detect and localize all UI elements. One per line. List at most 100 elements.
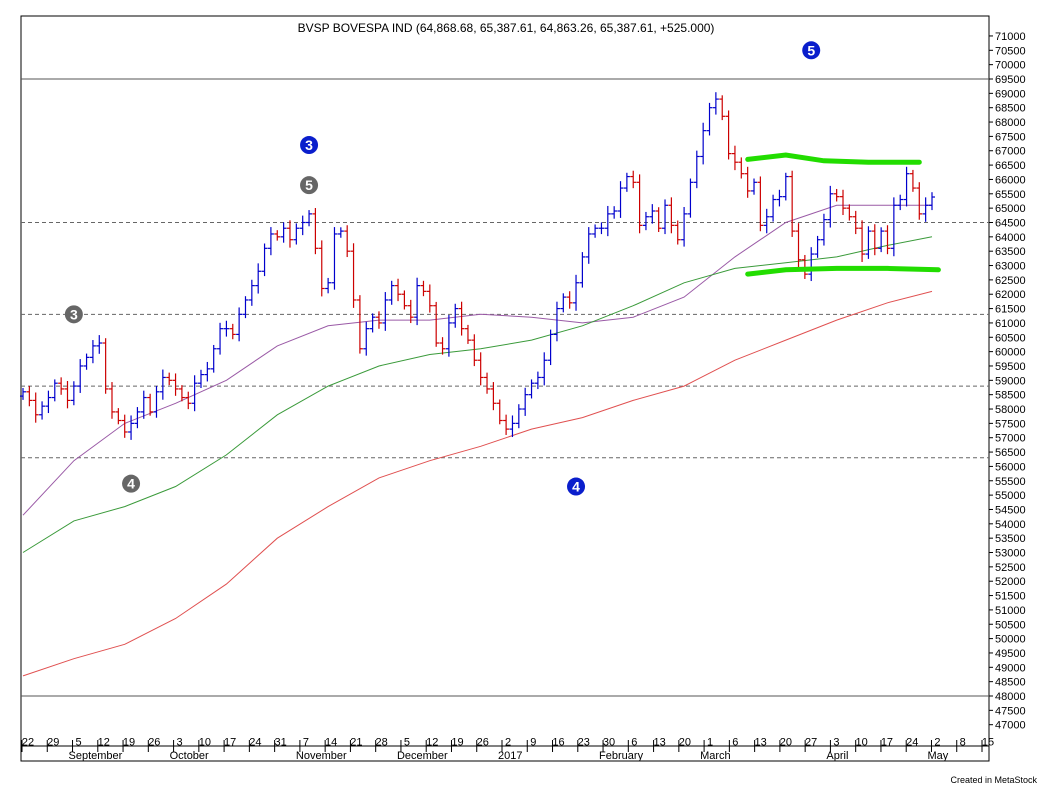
x-tick-label: 1: [707, 737, 713, 749]
x-tick-label: 3: [177, 737, 183, 749]
ohlc-bar: [64, 381, 71, 409]
x-tick-label: 6: [732, 737, 738, 749]
ohlc-bar: [255, 263, 262, 294]
ohlc-bar: [20, 388, 26, 400]
y-tick-label: 64500: [995, 217, 1026, 229]
x-axis-band: [20, 745, 990, 762]
y-tick-label: 69500: [995, 74, 1026, 86]
x-tick-label: 21: [350, 737, 362, 749]
ohlc-bar: [26, 385, 33, 407]
x-tick-label: 5: [75, 737, 81, 749]
x-tick-label: 24: [906, 737, 918, 749]
x-tick-label: 29: [47, 737, 59, 749]
ohlc-bar: [846, 204, 853, 221]
y-tick-label: 69000: [995, 88, 1026, 100]
y-tick-label: 56500: [995, 447, 1026, 459]
wave-marker-label: 3: [305, 137, 313, 153]
x-tick-label: 5: [404, 737, 410, 749]
ohlc-bar: [789, 170, 796, 237]
ohlc-bar: [636, 174, 643, 234]
footer-credit: Created in MetaStock: [950, 775, 1037, 785]
ohlc-bar: [579, 252, 586, 288]
ohlc-bar: [39, 401, 46, 420]
ohlc-bar: [197, 369, 204, 389]
y-tick-label: 58000: [995, 404, 1026, 416]
y-tick-label: 61000: [995, 318, 1026, 330]
ohlc-bar: [751, 178, 758, 195]
y-tick-label: 62500: [995, 275, 1026, 287]
ohlc-bar: [274, 230, 281, 241]
ohlc-bar: [687, 178, 694, 218]
ohlc-bar: [83, 353, 90, 370]
y-tick-label: 55500: [995, 476, 1026, 488]
ohlc-bar: [204, 361, 211, 382]
x-tick-label: 12: [426, 737, 438, 749]
x-tick-label: 19: [123, 737, 135, 749]
ohlc-bar: [242, 296, 249, 319]
ohlc-bar: [464, 324, 471, 344]
ohlc-bar: [852, 210, 859, 235]
y-tick-label: 68000: [995, 117, 1026, 129]
ohlc-bar: [280, 222, 287, 243]
ohlc-bar: [795, 223, 802, 268]
ohlc-bar: [166, 372, 173, 386]
y-tick-label: 48000: [995, 691, 1026, 703]
x-tick-label: 10: [199, 737, 211, 749]
ohlc-bar: [757, 176, 764, 232]
ohlc-bar: [630, 170, 637, 189]
x-tick-label: 31: [275, 737, 287, 749]
ohlc-bar: [865, 226, 872, 259]
x-tick-label: 17: [881, 737, 893, 749]
ohlc-bar: [401, 290, 408, 310]
x-tick-label: 15: [982, 737, 994, 749]
x-month-label: 2017: [498, 750, 522, 762]
channel-lines: [745, 152, 941, 277]
y-axis-ticks: 47000 47500 48000 48500 49000 49500 50000 50500…: [989, 31, 1026, 732]
x-month-label: October: [170, 750, 209, 762]
x-month-label: March: [700, 750, 731, 762]
ohlc-bar: [236, 307, 243, 342]
moving-average-line-1: [22, 204, 932, 516]
y-tick-label: 59500: [995, 361, 1026, 373]
y-tick-label: 51500: [995, 591, 1026, 603]
y-tick-label: 60000: [995, 347, 1026, 359]
ohlc-bar: [655, 207, 662, 233]
ohlc-bar: [623, 172, 630, 192]
ohlc-bar: [897, 194, 904, 211]
ohlc-bar: [51, 379, 58, 402]
ohlc-bar: [649, 204, 656, 224]
ohlc-bar: [515, 404, 522, 429]
wave-annotations: 3 5 3 4 4 5: [64, 41, 821, 496]
y-tick-label: 66500: [995, 160, 1026, 172]
y-tick-label: 57500: [995, 418, 1026, 430]
x-tick-label: 26: [477, 737, 489, 749]
x-tick-label: 20: [679, 737, 691, 749]
ohlc-bar: [471, 334, 478, 367]
x-tick-label: 12: [98, 737, 110, 749]
ohlc-bar: [337, 227, 344, 238]
ohlc-bar: [662, 199, 669, 235]
ohlc-bar: [388, 280, 395, 305]
x-tick-label: 14: [325, 737, 337, 749]
ohlc-bar: [827, 185, 834, 228]
y-tick-label: 54500: [995, 504, 1026, 516]
ohlc-bar: [808, 247, 815, 282]
ohlc-bar: [916, 182, 923, 220]
price-bars: [20, 92, 935, 440]
y-tick-label: 63500: [995, 246, 1026, 258]
wave-marker-label: 5: [807, 42, 815, 58]
ohlc-bar: [871, 224, 878, 256]
ohlc-bar: [604, 205, 611, 237]
y-tick-label: 61500: [995, 304, 1026, 316]
y-tick-label: 62000: [995, 289, 1026, 301]
y-tick-label: 51000: [995, 605, 1026, 617]
y-tick-label: 67000: [995, 146, 1026, 158]
moving-averages: [22, 204, 933, 677]
y-tick-label: 55000: [995, 490, 1026, 502]
x-tick-label: 24: [249, 737, 261, 749]
ohlc-bar: [553, 301, 560, 342]
x-tick-label: 3: [833, 737, 839, 749]
ohlc-bar: [642, 211, 649, 231]
y-tick-label: 65500: [995, 189, 1026, 201]
x-month-label: September: [69, 750, 123, 762]
